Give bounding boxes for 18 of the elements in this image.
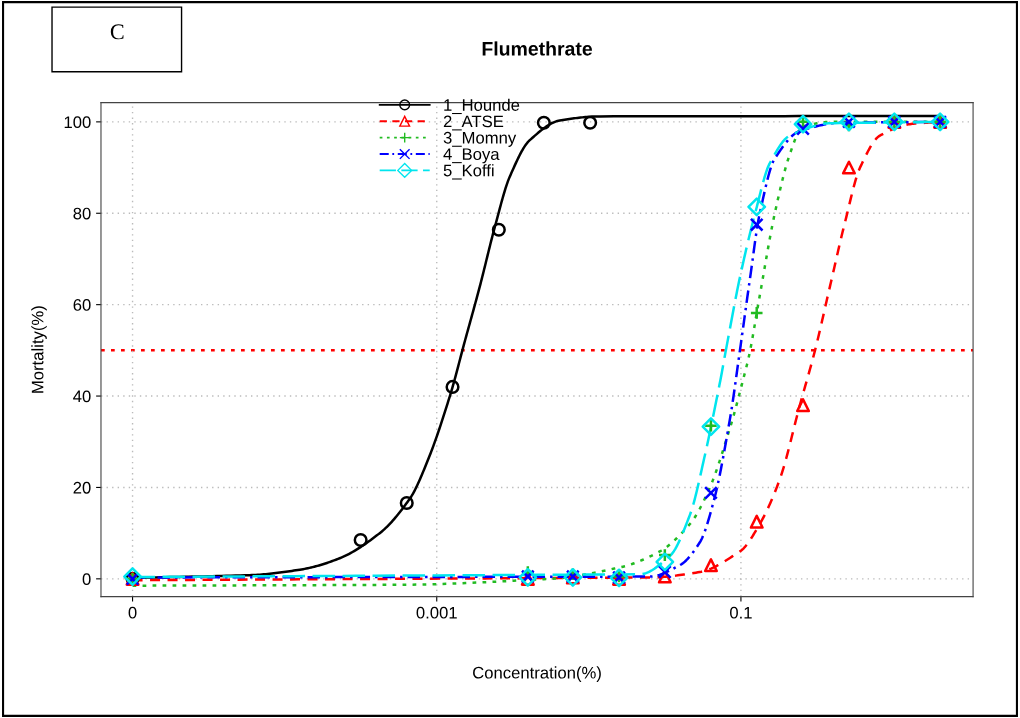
y-tick-label: 80 <box>73 207 91 220</box>
legend-label: 2_ATSE <box>443 115 504 131</box>
legend-label: 1_Hounde <box>444 98 520 115</box>
chart-title: Flumethrate <box>482 41 593 56</box>
y-tick-label: 20 <box>73 481 91 494</box>
legend-label: 3_Momny <box>443 131 517 147</box>
y-axis-title: Mortality(%) <box>31 306 47 393</box>
legend-label: 5_Koffi <box>443 164 494 180</box>
x-axis-title: Concentration(%) <box>473 666 601 682</box>
text: C <box>110 24 124 40</box>
x-tick-label: 0.001 <box>416 606 457 619</box>
y-tick-label: 60 <box>73 299 91 311</box>
y-tick-label: 0 <box>82 573 91 586</box>
x-tick-label: 0.1 <box>730 606 752 619</box>
y-tick-label: 100 <box>64 116 91 129</box>
y-tick-label: 40 <box>73 390 91 403</box>
legend-label: 4_Boya <box>443 148 500 164</box>
x-tick-label: 0 <box>128 606 137 619</box>
